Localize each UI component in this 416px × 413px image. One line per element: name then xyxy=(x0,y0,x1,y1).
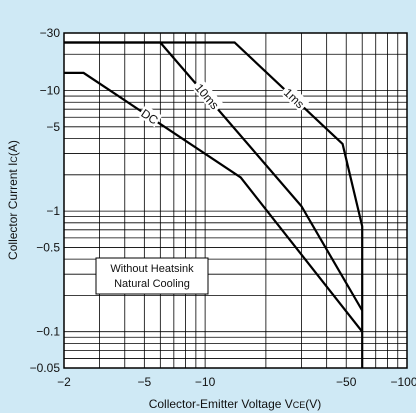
curves xyxy=(64,41,364,368)
annotation-frame xyxy=(95,257,209,295)
annotation-line-1: Without Heatsink xyxy=(110,263,194,275)
y-tick-label: −30 xyxy=(40,26,61,40)
y-axis-title-main: Collector Current I xyxy=(6,163,20,260)
y-tick-label: −0.1 xyxy=(36,325,60,339)
y-tick-label: −1 xyxy=(46,204,60,218)
y-axis-title-unit: (A) xyxy=(6,140,20,156)
series-line-10ms xyxy=(64,41,364,312)
series-label-bg xyxy=(137,104,163,128)
plot-frame xyxy=(63,32,408,369)
x-axis-title: Collector-Emitter Voltage VCE(V) xyxy=(149,397,322,411)
x-axis-title-unit: (V) xyxy=(305,397,321,411)
annotation-line-2: Natural Cooling xyxy=(114,278,190,290)
series-line-1ms xyxy=(64,41,364,368)
series-label-bg xyxy=(280,83,310,113)
y-tick-label: −0.5 xyxy=(36,240,60,254)
x-tick-label: −2 xyxy=(57,375,71,389)
series-line-dc xyxy=(64,71,364,333)
x-tick-label: −50 xyxy=(336,375,357,389)
y-axis-title: Collector Current IC(A) xyxy=(6,140,20,260)
x-tick-label: −5 xyxy=(137,375,151,389)
annotation-box: Without Heatsink Natural Cooling xyxy=(95,257,209,295)
y-axis-title-sub: C xyxy=(9,156,19,163)
y-tick-label: −5 xyxy=(46,120,60,134)
plot-area xyxy=(64,33,407,368)
x-tick-label: −10 xyxy=(195,375,216,389)
x-axis-title-main: Collector-Emitter Voltage V xyxy=(149,397,293,411)
x-tick-label: −100 xyxy=(390,375,416,389)
y-tick-label: −10 xyxy=(40,84,61,98)
x-axis-title-sub: CE xyxy=(293,400,306,410)
y-tick-label: −0.05 xyxy=(30,361,61,375)
series-label-bg xyxy=(191,78,225,114)
